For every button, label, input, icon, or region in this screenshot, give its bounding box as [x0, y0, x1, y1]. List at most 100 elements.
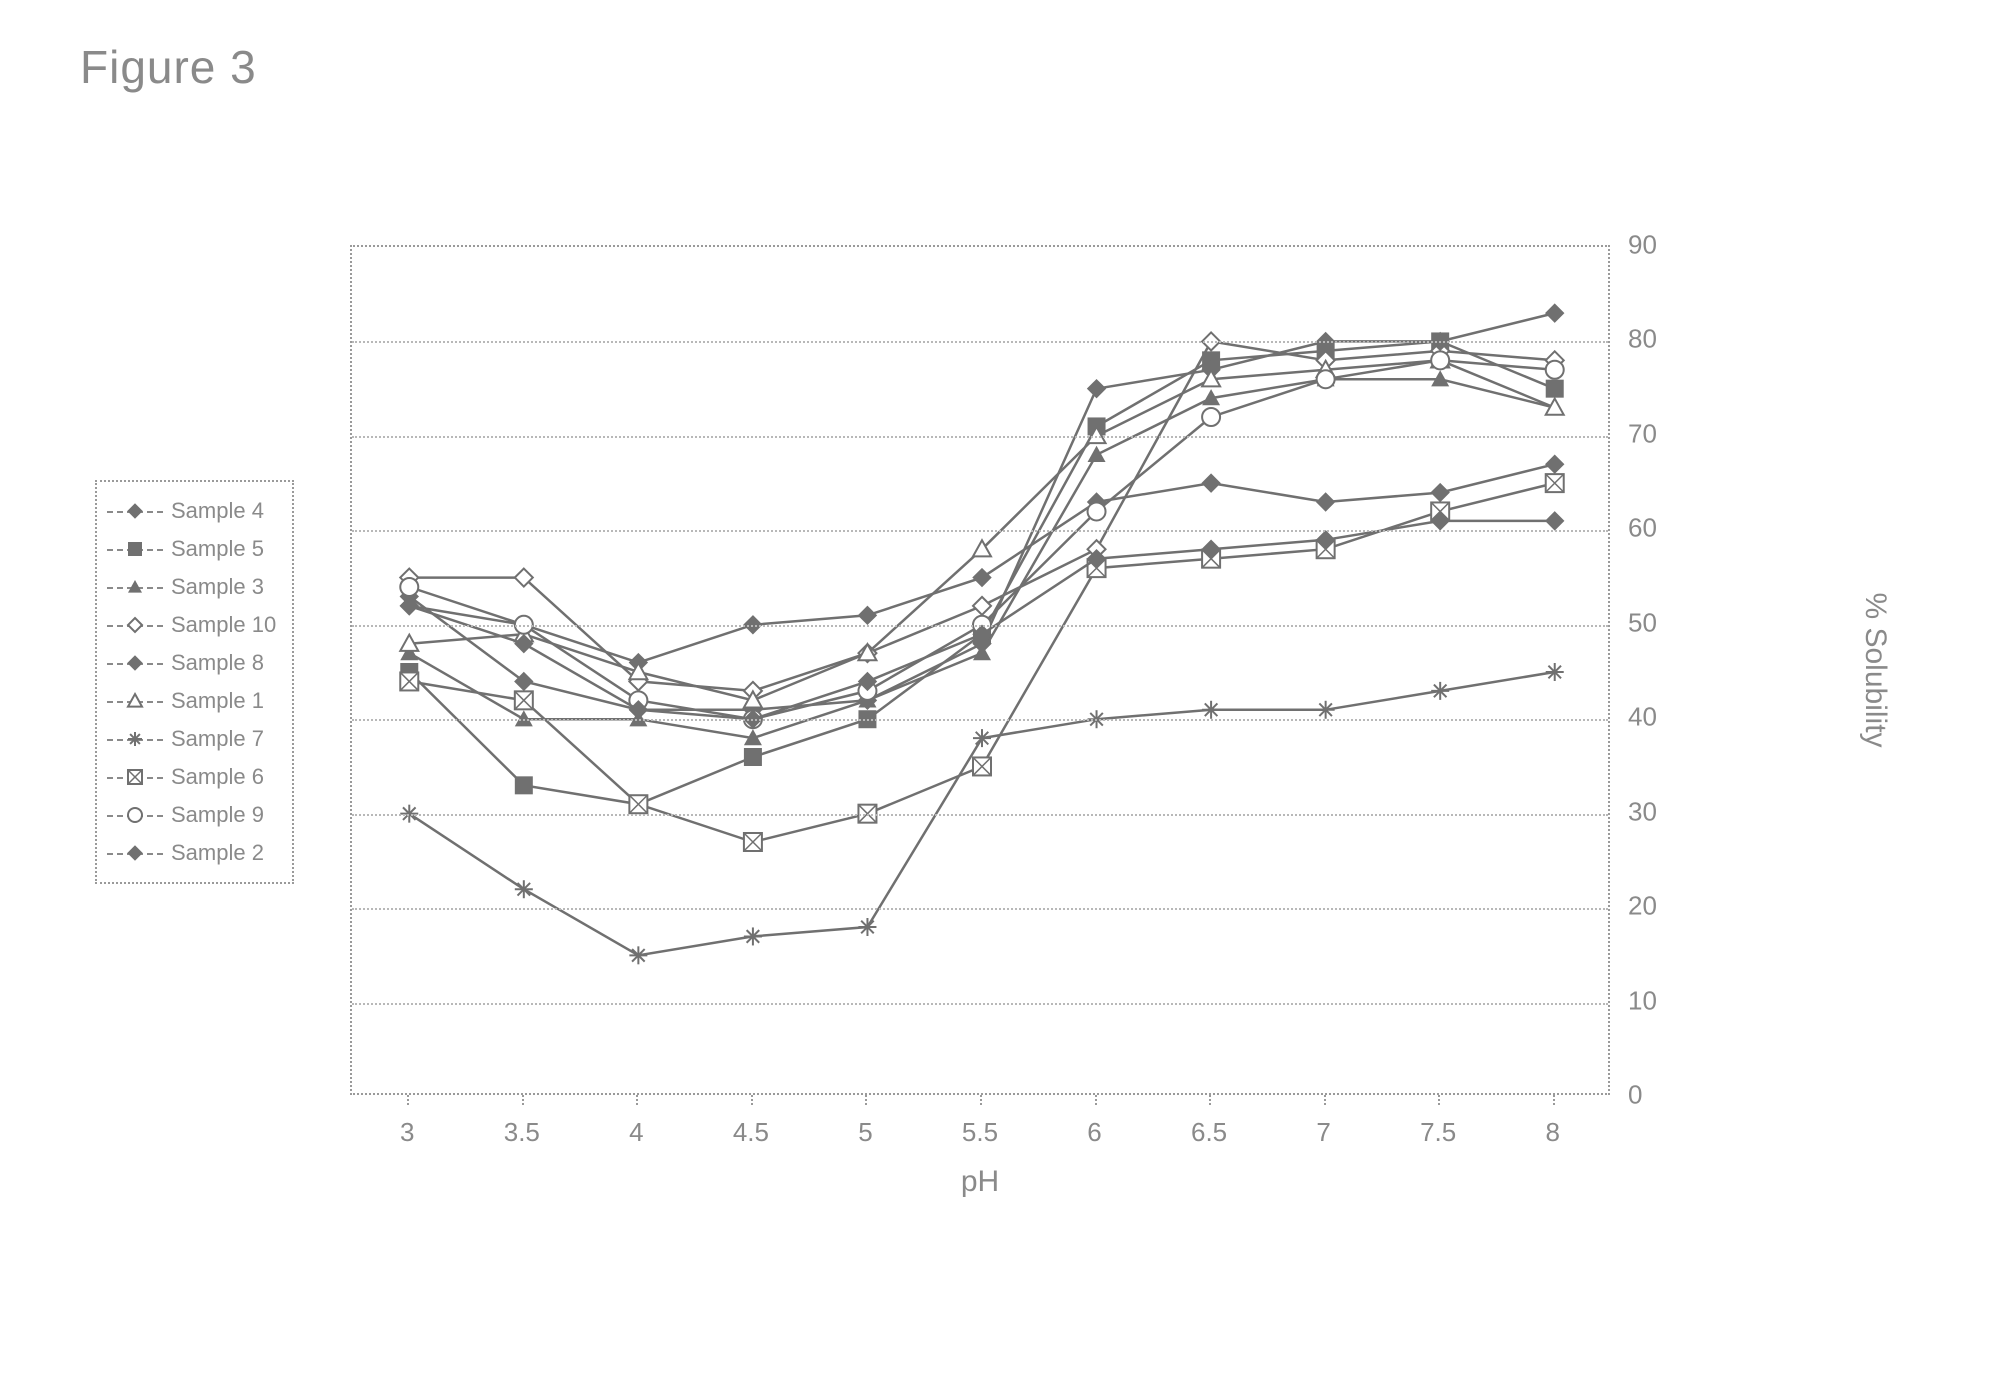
x-tick-mark — [522, 1095, 524, 1105]
legend-label: Sample 1 — [171, 688, 264, 714]
data-marker — [1088, 380, 1106, 398]
x-tick-mark — [636, 1095, 638, 1105]
x-tick-label: 3 — [400, 1117, 414, 1148]
y-tick-label: 50 — [1628, 607, 1657, 638]
y-tick-label: 0 — [1628, 1080, 1642, 1111]
data-marker — [515, 880, 533, 898]
data-marker — [973, 757, 991, 775]
series-layer — [352, 247, 1612, 1097]
y-tick-label: 70 — [1628, 418, 1657, 449]
data-marker — [1546, 474, 1564, 492]
grid-line — [352, 625, 1608, 627]
data-marker — [629, 795, 647, 813]
legend-label: Sample 3 — [171, 574, 264, 600]
figure-title: Figure 3 — [80, 40, 257, 94]
data-marker — [973, 729, 991, 747]
grid-line — [352, 530, 1608, 532]
x-tick-mark — [865, 1095, 867, 1105]
data-marker — [744, 748, 762, 766]
y-tick-label: 90 — [1628, 230, 1657, 261]
x-tick-mark — [1324, 1095, 1326, 1105]
legend-swatch — [107, 575, 163, 599]
legend-label: Sample 8 — [171, 650, 264, 676]
legend-item: Sample 8 — [107, 644, 276, 682]
x-tick-label: 7.5 — [1420, 1117, 1456, 1148]
data-marker — [1546, 361, 1564, 379]
data-marker — [973, 569, 991, 587]
legend-label: Sample 9 — [171, 802, 264, 828]
legend-item: Sample 1 — [107, 682, 276, 720]
data-marker — [1202, 474, 1220, 492]
legend-label: Sample 10 — [171, 612, 276, 638]
x-tick-mark — [1553, 1095, 1555, 1105]
y-tick-label: 60 — [1628, 513, 1657, 544]
x-tick-mark — [1438, 1095, 1440, 1105]
data-marker — [515, 776, 533, 794]
y-tick-label: 30 — [1628, 796, 1657, 827]
x-tick-label: 4.5 — [733, 1117, 769, 1148]
y-tick-label: 10 — [1628, 985, 1657, 1016]
data-marker — [1431, 484, 1449, 502]
x-tick-mark — [407, 1095, 409, 1105]
data-marker — [1202, 701, 1220, 719]
x-tick-label: 6 — [1087, 1117, 1101, 1148]
x-tick-mark — [980, 1095, 982, 1105]
legend-swatch — [107, 537, 163, 561]
data-marker — [400, 578, 418, 596]
data-marker — [973, 597, 991, 615]
data-marker — [1431, 682, 1449, 700]
legend-item: Sample 10 — [107, 606, 276, 644]
data-marker — [1317, 701, 1335, 719]
data-marker — [1546, 455, 1564, 473]
data-marker — [515, 672, 533, 690]
legend-box: Sample 4 Sample 5 Sample 3 Sample 10 Sample … — [95, 480, 294, 884]
data-marker — [515, 691, 533, 709]
legend-item: Sample 6 — [107, 758, 276, 796]
data-marker — [1546, 663, 1564, 681]
y-tick-label: 80 — [1628, 324, 1657, 355]
data-marker — [1546, 512, 1564, 530]
x-axis-title: pH — [961, 1165, 999, 1199]
y-tick-label: 40 — [1628, 702, 1657, 733]
data-marker — [1317, 493, 1335, 511]
legend-item: Sample 9 — [107, 796, 276, 834]
legend-item: Sample 5 — [107, 530, 276, 568]
series-line — [409, 379, 1554, 738]
data-marker — [1202, 408, 1220, 426]
data-marker — [400, 672, 418, 690]
legend-swatch — [107, 803, 163, 827]
legend-swatch — [107, 651, 163, 675]
x-tick-mark — [751, 1095, 753, 1105]
legend-item: Sample 7 — [107, 720, 276, 758]
x-tick-mark — [1209, 1095, 1211, 1105]
data-marker — [858, 918, 876, 936]
grid-line — [352, 719, 1608, 721]
x-tick-mark — [1095, 1095, 1097, 1105]
legend-label: Sample 6 — [171, 764, 264, 790]
data-marker — [629, 946, 647, 964]
plot-area — [350, 245, 1610, 1095]
data-marker — [744, 927, 762, 945]
data-marker — [1088, 502, 1106, 520]
x-tick-label: 4 — [629, 1117, 643, 1148]
legend-swatch — [107, 841, 163, 865]
legend-swatch — [107, 765, 163, 789]
x-tick-label: 8 — [1545, 1117, 1559, 1148]
chart-container: 0102030405060708090 33.544.555.566.577.5… — [350, 245, 1870, 1265]
x-tick-label: 5.5 — [962, 1117, 998, 1148]
legend-item: Sample 2 — [107, 834, 276, 872]
legend-item: Sample 3 — [107, 568, 276, 606]
legend-item: Sample 4 — [107, 492, 276, 530]
legend-swatch — [107, 613, 163, 637]
x-tick-label: 3.5 — [504, 1117, 540, 1148]
legend-label: Sample 7 — [171, 726, 264, 752]
y-tick-label: 20 — [1628, 891, 1657, 922]
x-tick-label: 5 — [858, 1117, 872, 1148]
legend-label: Sample 5 — [171, 536, 264, 562]
x-tick-label: 6.5 — [1191, 1117, 1227, 1148]
legend-label: Sample 4 — [171, 498, 264, 524]
y-axis-title: % Solubility — [1858, 592, 1892, 747]
data-marker — [858, 606, 876, 624]
x-tick-label: 7 — [1316, 1117, 1330, 1148]
grid-line — [352, 908, 1608, 910]
